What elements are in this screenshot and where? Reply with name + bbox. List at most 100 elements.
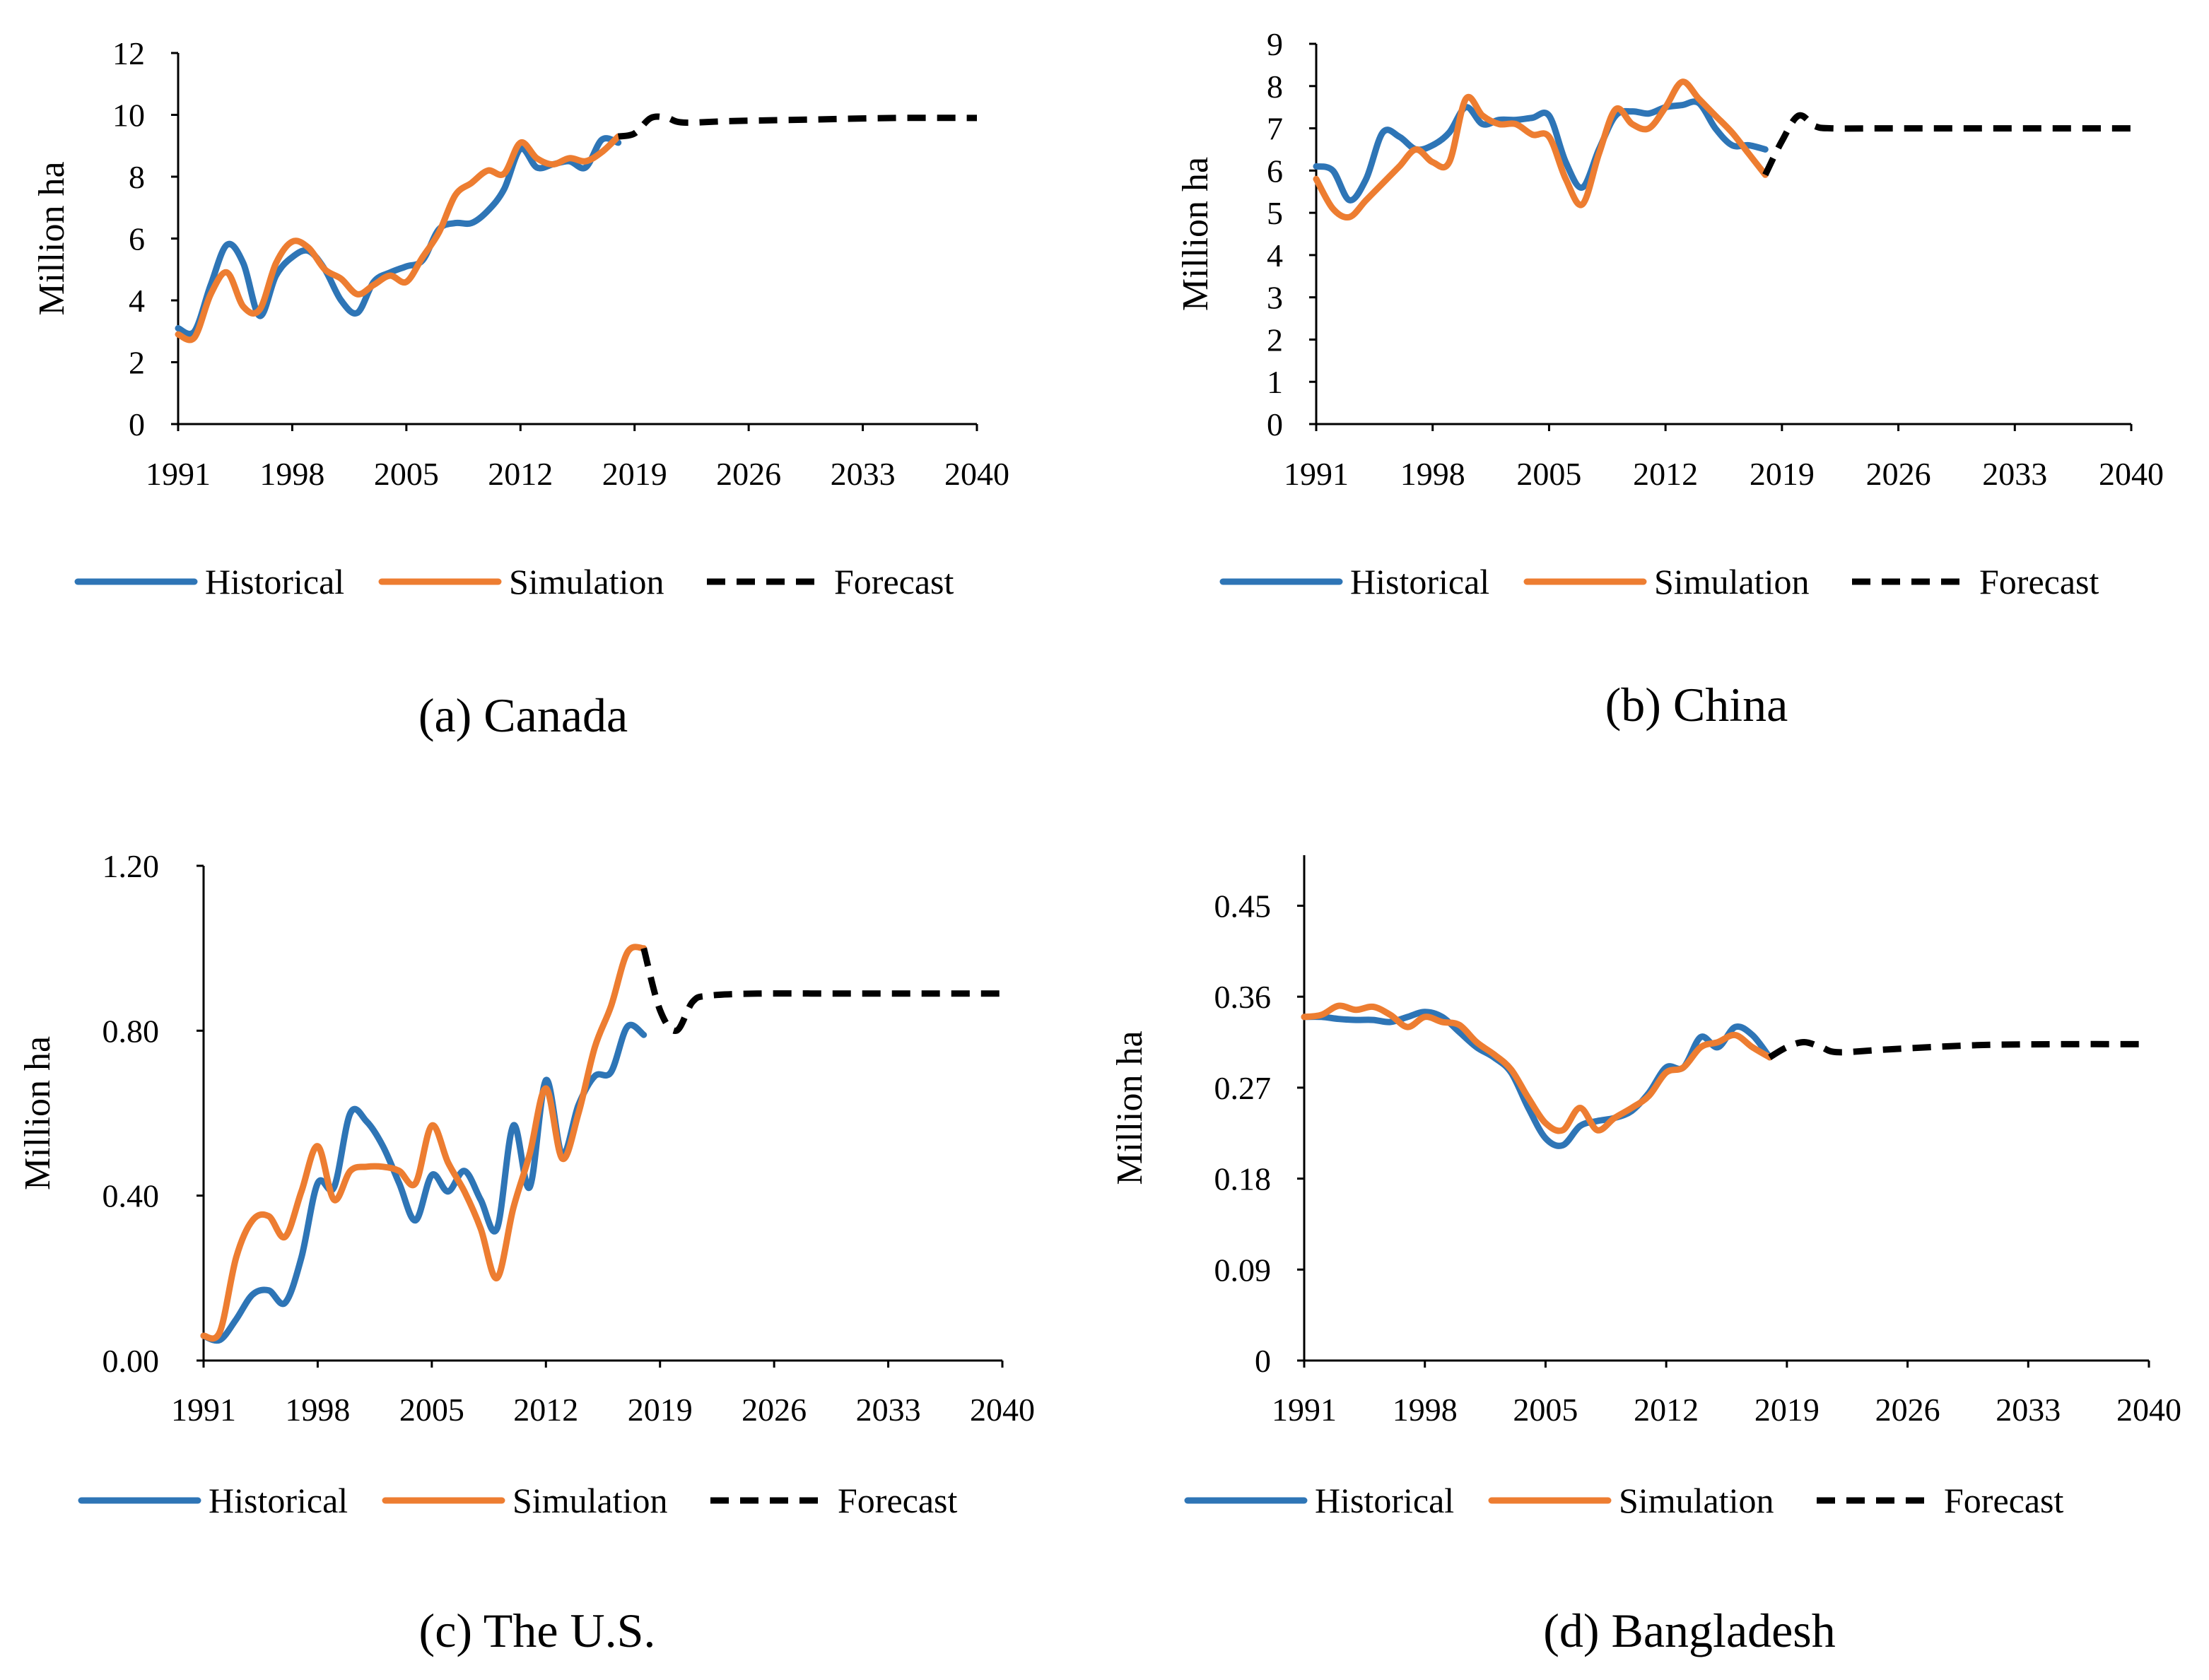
y-tick-label: 5 [1267, 195, 1283, 231]
series-line-simulation [200, 944, 648, 1342]
y-tick-label: 12 [112, 35, 145, 71]
y-tick-label: 6 [1267, 153, 1283, 189]
y-axis-label: Million ha [32, 161, 72, 315]
x-tick-label: 2026 [742, 1392, 807, 1428]
x-tick-label: 2026 [1866, 456, 1931, 492]
legend-label-historical: Historical [205, 562, 344, 601]
legend-label-simulation: Simulation [1654, 562, 1809, 601]
y-tick-label: 0.09 [1214, 1252, 1272, 1288]
legend-label-simulation: Simulation [512, 1481, 667, 1520]
series-line-simulation [1313, 78, 1769, 221]
x-tick-label: 2005 [399, 1392, 464, 1428]
series-line-historical [1301, 1009, 1773, 1149]
legend-label-historical: Historical [209, 1481, 348, 1520]
legend-label-historical: Historical [1315, 1481, 1454, 1520]
y-tick-label: 0 [1267, 406, 1283, 442]
y-tick-label: 2 [1267, 322, 1283, 358]
y-tick-label: 0.18 [1214, 1161, 1272, 1197]
x-tick-label: 2012 [513, 1392, 578, 1428]
series-line-forecast [1762, 112, 2131, 177]
y-axis-label: Million ha [1176, 157, 1216, 311]
series-line-forecast [617, 113, 978, 140]
legend-label-simulation: Simulation [509, 562, 664, 601]
chart-panel-b: 0 1 2 3 4 5 6 7 8 9 1991 1998 2005 2012 2019 2026 2033 20… [1176, 26, 2164, 732]
x-tick-label: 2012 [1634, 1392, 1699, 1428]
y-tick-label: 0 [1255, 1343, 1271, 1379]
x-tick-label: 2005 [374, 456, 439, 492]
x-tick-label: 2019 [1750, 456, 1815, 492]
y-tick-label: 4 [129, 283, 145, 319]
x-tick-label: 2033 [1996, 1392, 2061, 1428]
x-tick-label: 1991 [146, 456, 211, 492]
chart-legend: Historical Simulation Forecast [1219, 562, 2099, 601]
x-tick-label: 1998 [259, 456, 324, 492]
legend-label-forecast: Forecast [1979, 562, 2099, 601]
legend-label-simulation: Simulation [1619, 1481, 1774, 1520]
y-tick-label: 7 [1267, 111, 1283, 147]
x-tick-label: 2019 [1754, 1392, 1820, 1428]
x-tick-label: 2033 [1982, 456, 2047, 492]
x-tick-label: 2033 [831, 456, 896, 492]
x-tick-label: 2005 [1516, 456, 1581, 492]
panel-caption: (b) China [1605, 678, 1788, 732]
x-tick-label: 2040 [970, 1392, 1035, 1428]
x-tick-label: 1998 [1400, 456, 1465, 492]
legend-label-historical: Historical [1350, 562, 1489, 601]
x-tick-label: 2040 [2099, 456, 2164, 492]
x-tick-label: 1998 [285, 1392, 350, 1428]
y-tick-label: 6 [129, 221, 145, 257]
y-tick-label: 0.27 [1214, 1070, 1272, 1106]
legend-label-forecast: Forecast [1944, 1481, 2063, 1520]
x-tick-label: 2012 [488, 456, 553, 492]
y-tick-label: 3 [1267, 280, 1283, 316]
x-tick-label: 2012 [1633, 456, 1698, 492]
y-tick-label: 8 [129, 159, 145, 195]
chart-legend: Historical Simulation Forecast [74, 562, 954, 601]
panel-caption: (d) Bangladesh [1543, 1604, 1836, 1657]
y-axis-label: Million ha [18, 1036, 58, 1190]
y-tick-label: 1 [1267, 364, 1283, 400]
x-tick-label: 2040 [944, 456, 1009, 492]
x-tick-label: 2019 [602, 456, 667, 492]
y-tick-label: 8 [1267, 69, 1283, 105]
x-tick-label: 1991 [171, 1392, 236, 1428]
legend-label-forecast: Forecast [838, 1481, 957, 1520]
panel-caption: (c) The U.S. [419, 1604, 656, 1657]
x-tick-label: 1991 [1272, 1392, 1337, 1428]
y-tick-label: 2 [129, 345, 145, 381]
y-tick-label: 1.20 [102, 848, 160, 884]
x-tick-label: 2005 [1513, 1392, 1578, 1428]
x-tick-label: 2040 [2116, 1392, 2181, 1428]
x-tick-label: 2033 [856, 1392, 921, 1428]
chart-panel-a: 0 2 4 6 8 10 12 1991 1998 2005 2012 2019 2026 2033 204… [32, 35, 1009, 742]
series-line-forecast [640, 947, 1002, 1034]
series-line-historical [175, 135, 622, 337]
series-line-simulation [175, 133, 622, 343]
series-line-historical [1313, 98, 1769, 204]
y-axis-label: Million ha [1110, 1030, 1150, 1185]
series-line-forecast [1768, 1039, 2150, 1060]
y-tick-label: 0.80 [102, 1013, 160, 1049]
y-tick-label: 0.00 [102, 1343, 160, 1379]
x-tick-label: 2026 [1875, 1392, 1940, 1428]
chart-panel-c: 0.00 0.40 0.80 1.20 1991 1998 2005 2012 2019 2026… [18, 848, 1035, 1657]
x-tick-label: 2019 [628, 1392, 693, 1428]
chart-legend: Historical Simulation Forecast [78, 1481, 957, 1520]
series-line-simulation [1301, 1002, 1773, 1134]
series-line-historical [200, 1021, 648, 1344]
x-tick-label: 1991 [1284, 456, 1349, 492]
y-tick-label: 0.40 [102, 1178, 160, 1214]
y-tick-label: 9 [1267, 26, 1283, 62]
legend-label-forecast: Forecast [834, 562, 954, 601]
y-tick-label: 0.45 [1214, 888, 1272, 924]
chart-legend: Historical Simulation Forecast [1184, 1481, 2063, 1520]
y-tick-label: 0 [129, 406, 145, 442]
y-tick-label: 4 [1267, 237, 1283, 274]
y-tick-label: 10 [112, 98, 145, 134]
y-tick-label: 0.36 [1214, 979, 1272, 1015]
x-tick-label: 2026 [716, 456, 781, 492]
panel-caption: (a) Canada [418, 688, 628, 742]
x-tick-label: 1998 [1393, 1392, 1458, 1428]
